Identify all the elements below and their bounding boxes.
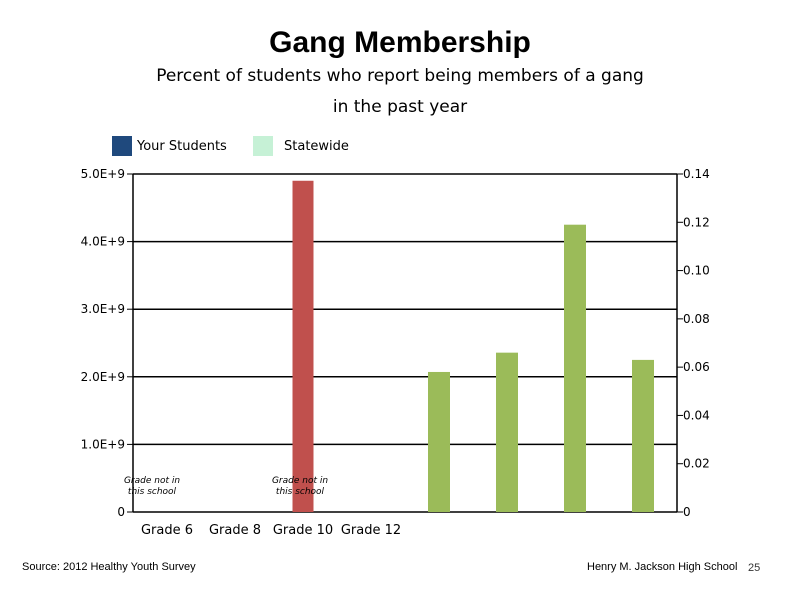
bar-statewide: [428, 371, 450, 512]
annotation-text: Grade not in: [272, 476, 328, 486]
annotation-text: this school: [128, 487, 177, 497]
legend-swatch-your-students: [112, 136, 132, 156]
category-label: Grade 10: [273, 523, 333, 538]
right-tick-label: 0: [683, 505, 691, 519]
left-tick-label: 5.0E+9: [81, 167, 125, 181]
page-number: 25: [748, 562, 761, 574]
right-tick-label: 0.14: [683, 167, 710, 181]
legend-item-your-students: Your Students: [112, 136, 227, 156]
right-tick-label: 0.12: [683, 215, 710, 229]
legend-item-statewide: Statewide: [253, 136, 349, 156]
right-tick-label: 0.04: [683, 408, 710, 422]
left-tick-label: 1.0E+9: [81, 437, 125, 451]
bar-your-students: [292, 180, 314, 512]
category-label: Grade 12: [341, 523, 401, 538]
left-tick-label: 3.0E+9: [81, 302, 125, 316]
right-tick-label: 0.10: [683, 264, 710, 278]
left-tick-label: 0: [117, 505, 125, 519]
slide-subtitle-line1: Percent of students who report being mem…: [156, 66, 644, 86]
right-tick-label: 0.06: [683, 360, 710, 374]
right-tick-label: 0.08: [683, 312, 710, 326]
slide-title: Gang Membership: [269, 26, 531, 59]
annotation-text: Grade not in: [124, 476, 180, 486]
left-tick-label: 4.0E+9: [81, 235, 125, 249]
bar-statewide: [564, 224, 586, 512]
slide-subtitle-line2: in the past year: [332, 97, 468, 117]
legend-label-your-students: Your Students: [137, 138, 227, 154]
bar-statewide: [632, 359, 654, 512]
right-tick-label: 0.02: [683, 457, 710, 471]
source-note: Source: 2012 Healthy Youth Survey: [22, 561, 196, 573]
school-name: Henry M. Jackson High School: [587, 561, 738, 573]
annotation-text: this school: [276, 487, 325, 497]
legend-label-statewide: Statewide: [284, 138, 349, 154]
category-label: Grade 8: [209, 523, 261, 538]
legend-swatch-statewide: [253, 136, 273, 156]
category-label: Grade 6: [141, 523, 193, 538]
left-tick-label: 2.0E+9: [81, 370, 125, 384]
bar-statewide: [496, 352, 518, 512]
